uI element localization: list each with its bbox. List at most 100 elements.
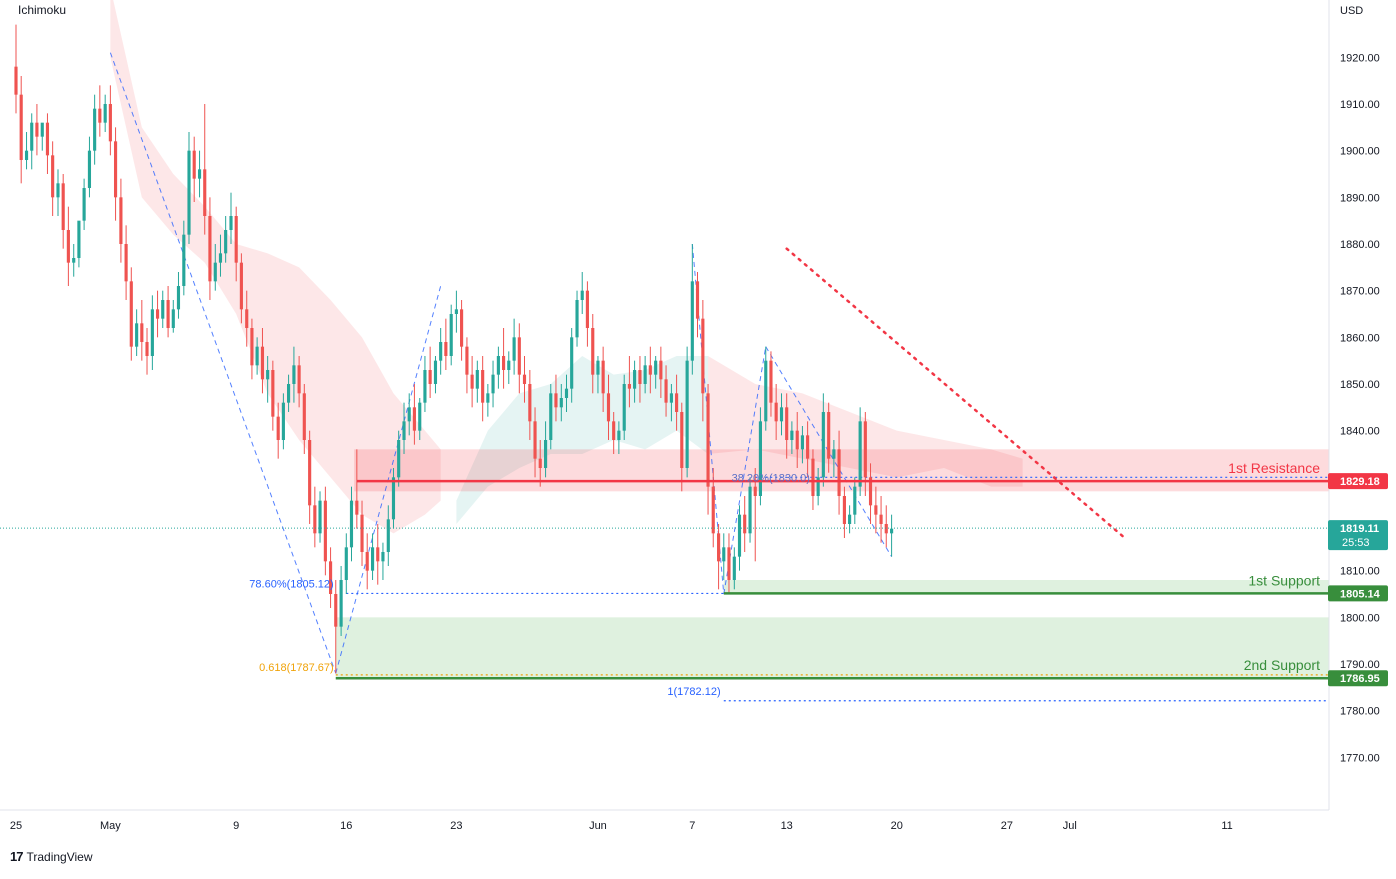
- candle: [774, 384, 778, 440]
- candle-body: [564, 388, 569, 398]
- candle-body: [454, 309, 458, 314]
- candle: [779, 393, 784, 436]
- candle-body: [711, 486, 715, 534]
- x-tick-label: 23: [450, 820, 462, 832]
- candle: [19, 76, 23, 184]
- candle: [339, 566, 343, 636]
- candle-body: [313, 505, 317, 534]
- support-1-tag-bg: [1328, 585, 1388, 602]
- candle-body: [308, 440, 312, 506]
- candle-body: [239, 262, 243, 310]
- candle: [182, 220, 186, 296]
- candle: [40, 122, 44, 151]
- candle: [412, 384, 416, 445]
- fib-618-label: 0.618(1787.67): [259, 662, 334, 674]
- x-tick-label: 13: [781, 820, 793, 832]
- candle: [827, 402, 831, 473]
- y-tick-label: 1890.00: [1340, 192, 1380, 204]
- candle-body: [502, 356, 506, 370]
- candle-body: [24, 150, 29, 160]
- candle: [800, 426, 804, 464]
- candle-body: [811, 458, 815, 496]
- candle-body: [884, 524, 888, 534]
- candle-body: [690, 281, 694, 361]
- candle-body: [56, 183, 60, 198]
- candle: [129, 267, 133, 361]
- candle: [208, 197, 212, 300]
- y-tick-label: 1840.00: [1340, 426, 1380, 438]
- candle-body: [785, 407, 789, 440]
- candle-body: [669, 393, 673, 403]
- candle: [318, 491, 322, 543]
- candle: [585, 281, 589, 347]
- candle: [245, 290, 249, 347]
- candle-body: [496, 356, 500, 375]
- candle-body: [507, 360, 511, 370]
- candle-body: [77, 220, 81, 258]
- candle-body: [376, 547, 380, 562]
- watermark-text: TradingView: [26, 849, 93, 864]
- x-tick-label: 7: [689, 820, 695, 832]
- support-2-tag-bg: [1328, 670, 1388, 687]
- candle-body: [554, 393, 558, 408]
- candle-body: [774, 402, 778, 422]
- candle-body: [155, 309, 160, 319]
- resistance-1-label: 1st Resistance: [1228, 460, 1320, 476]
- candle-body: [512, 337, 516, 361]
- candle: [654, 356, 658, 389]
- y-tick-label: 1770.00: [1340, 752, 1380, 764]
- candle: [61, 174, 65, 249]
- candle-body: [176, 286, 181, 310]
- candle-body: [533, 421, 537, 459]
- candle: [239, 253, 243, 324]
- candle: [313, 486, 317, 548]
- candle-body: [255, 346, 259, 366]
- candle: [197, 150, 202, 198]
- candle: [580, 272, 584, 314]
- candle-body: [848, 514, 852, 524]
- candle: [423, 356, 427, 412]
- candle: [454, 290, 458, 333]
- candle: [66, 206, 70, 286]
- candle-body: [481, 370, 485, 403]
- candle: [470, 356, 474, 408]
- candle: [266, 356, 270, 403]
- candle: [150, 295, 154, 370]
- candle: [334, 580, 338, 674]
- candle: [234, 206, 238, 282]
- fib-swing-line: [765, 346, 893, 557]
- candle-body: [370, 547, 375, 571]
- candle: [816, 468, 820, 506]
- candle: [287, 374, 291, 412]
- candle: [145, 328, 149, 375]
- candle: [386, 505, 390, 566]
- candle-body: [328, 561, 333, 594]
- candles: [14, 24, 894, 674]
- y-tick-label: 1780.00: [1340, 706, 1380, 718]
- level-lines: [0, 247, 1329, 680]
- resistance-1-price-tag: 1829.18: [1328, 473, 1388, 490]
- candle-body: [470, 374, 474, 389]
- candle: [570, 328, 574, 403]
- candle-body: [868, 477, 873, 506]
- candle: [302, 384, 306, 454]
- y-tick-label: 1920.00: [1340, 52, 1380, 64]
- candle-body: [832, 449, 836, 459]
- candle-body: [591, 328, 595, 375]
- candle-body: [706, 393, 710, 487]
- candle-body: [250, 328, 254, 366]
- candle-body: [648, 365, 652, 375]
- candle-body: [266, 370, 270, 380]
- candle: [229, 192, 233, 244]
- candle: [758, 407, 762, 506]
- candle-body: [853, 486, 857, 515]
- candle-body: [93, 108, 97, 151]
- candle: [444, 318, 448, 370]
- candle: [806, 421, 810, 478]
- candle-body: [528, 384, 532, 422]
- candle-body: [365, 552, 369, 571]
- candle: [407, 393, 411, 436]
- candle: [140, 300, 144, 361]
